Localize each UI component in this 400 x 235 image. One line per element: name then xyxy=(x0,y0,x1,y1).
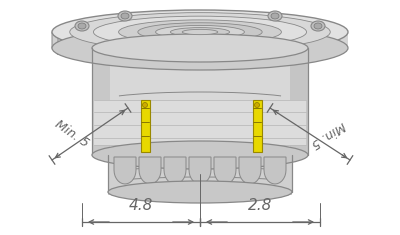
Ellipse shape xyxy=(70,13,330,51)
Text: Min. 5: Min. 5 xyxy=(52,118,92,150)
Polygon shape xyxy=(108,155,292,195)
Polygon shape xyxy=(94,100,306,145)
Ellipse shape xyxy=(170,27,230,36)
Ellipse shape xyxy=(108,181,292,203)
Ellipse shape xyxy=(92,141,308,169)
Ellipse shape xyxy=(94,16,306,48)
Ellipse shape xyxy=(121,13,129,19)
Ellipse shape xyxy=(75,21,89,31)
Ellipse shape xyxy=(78,23,86,29)
Polygon shape xyxy=(264,157,286,184)
Polygon shape xyxy=(52,32,348,48)
Ellipse shape xyxy=(314,23,322,29)
Polygon shape xyxy=(214,157,236,184)
Polygon shape xyxy=(239,157,261,184)
Ellipse shape xyxy=(311,21,325,31)
Polygon shape xyxy=(290,48,308,162)
Ellipse shape xyxy=(142,102,148,107)
Ellipse shape xyxy=(52,10,348,54)
Text: 2.8: 2.8 xyxy=(248,198,272,213)
Ellipse shape xyxy=(52,26,348,70)
Ellipse shape xyxy=(182,29,218,35)
Bar xyxy=(141,100,150,152)
Ellipse shape xyxy=(268,11,282,21)
Ellipse shape xyxy=(271,13,279,19)
Polygon shape xyxy=(52,32,58,55)
Polygon shape xyxy=(139,157,161,184)
Text: Min. 5: Min. 5 xyxy=(308,118,348,150)
Ellipse shape xyxy=(92,34,308,62)
Bar xyxy=(253,100,262,152)
Ellipse shape xyxy=(254,102,260,107)
Polygon shape xyxy=(92,48,110,162)
Ellipse shape xyxy=(138,23,262,41)
Text: 4.8: 4.8 xyxy=(129,198,153,213)
Polygon shape xyxy=(92,48,308,155)
Polygon shape xyxy=(189,157,211,184)
Polygon shape xyxy=(114,157,136,184)
Polygon shape xyxy=(164,157,186,184)
Ellipse shape xyxy=(119,20,281,44)
Ellipse shape xyxy=(118,11,132,21)
Ellipse shape xyxy=(156,25,244,39)
